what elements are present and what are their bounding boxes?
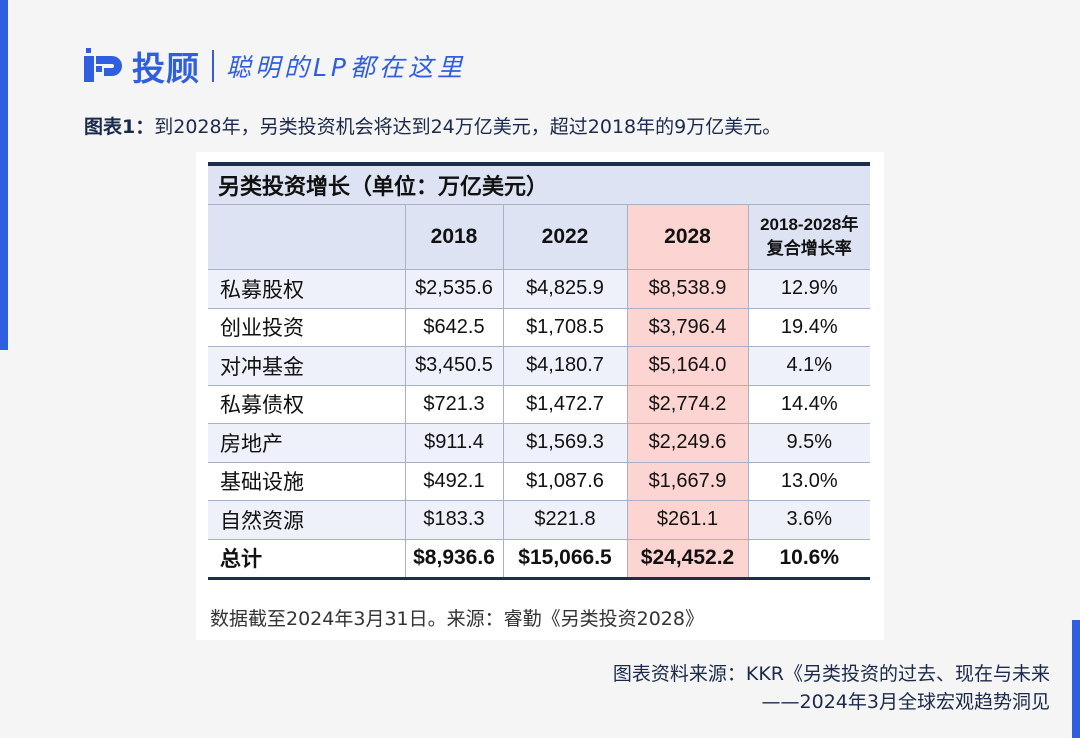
table-row: 创业投资 $642.5 $1,708.5 $3,796.4 19.4%: [208, 307, 870, 347]
header-blank: [208, 204, 406, 270]
cell-v2018: $183.3: [404, 500, 504, 540]
cell-v2028: $2,774.2: [626, 384, 749, 424]
source-line-1: 图表资料来源：KKR《另类投资的过去、现在与未来: [612, 663, 1050, 685]
cell-name: 创业投资: [208, 307, 406, 347]
header-cagr-line1: 2018-2028年: [760, 215, 859, 234]
cell-v2018: $8,936.6: [404, 538, 504, 580]
cell-v2022: $15,066.5: [502, 538, 628, 580]
cell-name: 总计: [208, 538, 406, 580]
alt-investment-table: 另类投资增长（单位：万亿美元） 2018 2022 2028 2018-2028…: [208, 162, 870, 580]
cell-cagr: 9.5%: [747, 423, 870, 463]
cell-v2022: $1,472.7: [502, 384, 628, 424]
brand-header: 投顾 聪明的LP都在这里: [84, 42, 466, 90]
cell-v2018: $721.3: [404, 384, 504, 424]
source-line-2: ——2024年3月全球宏观趋势洞见: [761, 691, 1050, 713]
header-cagr-line2: 复合增长率: [766, 239, 852, 258]
table-row: 私募债权 $721.3 $1,472.7 $2,774.2 14.4%: [208, 384, 870, 424]
cell-v2028: $3,796.4: [626, 307, 749, 347]
divider: [212, 50, 214, 82]
cell-v2028: $24,452.2: [626, 538, 749, 580]
table-row: 对冲基金 $3,450.5 $4,180.7 $5,164.0 4.1%: [208, 346, 870, 386]
table-row: 基础设施 $492.1 $1,087.6 $1,667.9 13.0%: [208, 461, 870, 501]
header-2028: 2028: [626, 204, 749, 270]
cell-v2022: $4,180.7: [502, 346, 628, 386]
cell-v2028: $1,667.9: [626, 461, 749, 501]
table-panel: 另类投资增长（单位：万亿美元） 2018 2022 2028 2018-2028…: [196, 152, 884, 640]
cell-v2022: $1,569.3: [502, 423, 628, 463]
cell-cagr: 4.1%: [747, 346, 870, 386]
cell-v2018: $2,535.6: [404, 269, 504, 309]
cell-cagr: 13.0%: [747, 461, 870, 501]
brand-name: 投顾: [132, 49, 200, 88]
caption-label: 图表1：: [84, 116, 155, 138]
table-row: 自然资源 $183.3 $221.8 $261.1 3.6%: [208, 500, 870, 540]
cell-v2018: $642.5: [404, 307, 504, 347]
cell-name: 私募债权: [208, 384, 406, 424]
brand-slogan: 聪明的LP都在这里: [226, 53, 467, 82]
cell-v2018: $3,450.5: [404, 346, 504, 386]
cell-v2018: $911.4: [404, 423, 504, 463]
cell-v2022: $221.8: [502, 500, 628, 540]
header-2018: 2018: [404, 204, 504, 270]
cell-name: 房地产: [208, 423, 406, 463]
cell-v2022: $1,087.6: [502, 461, 628, 501]
cell-name: 私募股权: [208, 269, 406, 309]
table-row: 房地产 $911.4 $1,569.3 $2,249.6 9.5%: [208, 423, 870, 463]
caption-text: 到2028年，另类投资机会将达到24万亿美元，超过2018年的9万亿美元。: [154, 116, 782, 138]
cell-v2022: $1,708.5: [502, 307, 628, 347]
cell-name: 自然资源: [208, 500, 406, 540]
logo-icon: [84, 48, 128, 84]
table-title: 另类投资增长（单位：万亿美元）: [208, 162, 870, 205]
right-accent-bar: [1072, 620, 1080, 738]
cell-cagr: 19.4%: [747, 307, 870, 347]
cell-cagr: 3.6%: [747, 500, 870, 540]
cell-v2028: $261.1: [626, 500, 749, 540]
header-2022: 2022: [502, 204, 628, 270]
header-cagr: 2018-2028年 复合增长率: [747, 204, 870, 270]
cell-v2028: $8,538.9: [626, 269, 749, 309]
cell-name: 基础设施: [208, 461, 406, 501]
cell-cagr: 14.4%: [747, 384, 870, 424]
left-accent-bar: [0, 0, 8, 350]
cell-v2028: $5,164.0: [626, 346, 749, 386]
figure-caption: 图表1：到2028年，另类投资机会将达到24万亿美元，超过2018年的9万亿美元…: [84, 112, 781, 139]
cell-v2018: $492.1: [404, 461, 504, 501]
data-note: 数据截至2024年3月31日。来源：睿勤《另类投资2028》: [210, 608, 704, 630]
cell-name: 对冲基金: [208, 346, 406, 386]
cell-cagr: 12.9%: [747, 269, 870, 309]
cell-v2022: $4,825.9: [502, 269, 628, 309]
cell-v2028: $2,249.6: [626, 423, 749, 463]
table-row: 私募股权 $2,535.6 $4,825.9 $8,538.9 12.9%: [208, 269, 870, 309]
cell-cagr: 10.6%: [747, 538, 870, 580]
total-row: 总计 $8,936.6 $15,066.5 $24,452.2 10.6%: [208, 538, 870, 580]
source-attribution: 图表资料来源：KKR《另类投资的过去、现在与未来 ——2024年3月全球宏观趋势洞…: [613, 660, 1050, 716]
